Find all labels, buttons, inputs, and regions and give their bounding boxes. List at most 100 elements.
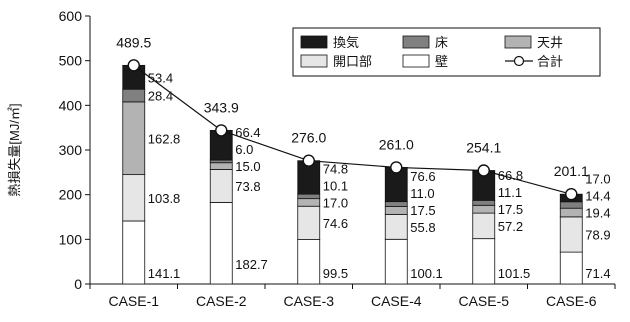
segment-value-label: 28.4 xyxy=(148,89,173,104)
total-value-label: 254.1 xyxy=(466,140,501,156)
bar-segment-3 xyxy=(384,206,408,215)
total-marker xyxy=(390,161,403,174)
x-tick-label: CASE-3 xyxy=(283,293,334,309)
segment-value-label: 6.0 xyxy=(235,142,253,157)
x-tick-label: CASE-6 xyxy=(546,293,597,309)
segment-value-label: 11.0 xyxy=(410,186,434,201)
x-tick-label: CASE-1 xyxy=(108,293,159,309)
total-value-label: 343.9 xyxy=(204,99,239,115)
bar-segment-1 xyxy=(209,201,233,285)
total-value-label: 261.0 xyxy=(379,136,414,152)
x-tick-label: CASE-4 xyxy=(371,293,422,309)
total-marker xyxy=(477,164,490,177)
bar-segment-1 xyxy=(472,238,496,285)
bar-segment-3 xyxy=(472,204,496,214)
segment-value-label: 19.4 xyxy=(585,206,610,221)
legend-marker-swatch xyxy=(513,55,525,67)
legend-label: 床 xyxy=(435,35,448,50)
total-line-layer xyxy=(127,59,578,201)
legend-swatch xyxy=(300,54,328,68)
bar-segment-4 xyxy=(472,199,496,206)
y-tick-label: 100 xyxy=(59,231,83,247)
bar-segment-2 xyxy=(209,169,233,203)
x-tick-label: CASE-5 xyxy=(458,293,509,309)
bar-segment-4 xyxy=(209,159,233,164)
segment-value-label: 99.5 xyxy=(323,266,348,281)
total-marker xyxy=(302,154,315,167)
segment-value-label: 162.8 xyxy=(148,131,181,146)
segment-value-label: 78.9 xyxy=(585,227,610,242)
bar-segment-3 xyxy=(122,101,146,176)
segment-value-label: 66.4 xyxy=(235,125,260,140)
segment-value-label: 17.5 xyxy=(410,203,435,218)
total-value-label: 276.0 xyxy=(291,130,326,146)
legend-swatch xyxy=(402,35,430,49)
segment-value-label: 76.6 xyxy=(410,169,435,184)
bar-segment-1 xyxy=(297,239,321,285)
bar-segment-2 xyxy=(384,213,408,240)
bar-segment-2 xyxy=(559,216,583,253)
bar-segment-4 xyxy=(297,193,321,200)
segment-value-label: 57.2 xyxy=(498,219,523,234)
segment-value-label: 14.4 xyxy=(585,189,610,204)
bar-segment-3 xyxy=(559,207,583,218)
total-value-label: 201.1 xyxy=(554,163,589,179)
segment-value-label: 10.1 xyxy=(323,178,348,193)
legend-label: 開口部 xyxy=(333,54,372,69)
bar-segment-4 xyxy=(122,88,146,103)
legend-swatch xyxy=(504,35,532,49)
segment-value-label: 53.4 xyxy=(148,70,173,85)
total-line xyxy=(133,64,572,195)
segment-value-label: 73.8 xyxy=(235,179,260,194)
bar-segment-2 xyxy=(297,205,321,240)
y-tick-label: 300 xyxy=(59,142,83,158)
total-marker xyxy=(215,124,228,137)
bar-segment-1 xyxy=(122,220,146,285)
segment-value-label: 100.1 xyxy=(410,266,443,281)
y-tick-label: 600 xyxy=(59,8,83,24)
bar-segment-4 xyxy=(384,201,408,207)
bar-segment-3 xyxy=(209,162,233,170)
x-tick-label: CASE-2 xyxy=(196,293,247,309)
segment-value-label: 101.5 xyxy=(498,266,531,281)
segment-value-label: 74.6 xyxy=(323,216,348,231)
y-axis-label: 熱損失量[MJ/㎡] xyxy=(7,103,22,196)
segment-value-label: 11.1 xyxy=(498,185,522,200)
y-tick-label: 400 xyxy=(59,97,83,113)
segment-value-label: 17.0 xyxy=(585,172,610,187)
bar-segment-4 xyxy=(559,201,583,209)
bar-segment-3 xyxy=(297,198,321,207)
bar-segment-2 xyxy=(472,212,496,240)
bars xyxy=(122,64,583,285)
y-tick-label: 200 xyxy=(59,187,83,203)
legend-label: 合計 xyxy=(537,54,563,69)
legend-box xyxy=(292,27,601,77)
total-value-label: 489.5 xyxy=(116,34,151,50)
legend-label: 天井 xyxy=(537,35,563,50)
y-tick-label: 0 xyxy=(74,276,82,292)
legend-label: 換気 xyxy=(333,35,359,50)
legend-swatch xyxy=(300,35,328,49)
segment-value-label: 66.8 xyxy=(498,168,523,183)
total-marker xyxy=(565,187,578,201)
segment-value-label: 55.8 xyxy=(410,220,435,235)
segment-value-label: 17.5 xyxy=(498,202,523,217)
data-labels: 141.1 103.8 162.8 28.4 53.4 182.7 73.8 15.0 6.0 6… xyxy=(116,34,610,281)
legend-label: 壁 xyxy=(435,54,448,69)
bar-segment-1 xyxy=(384,238,408,285)
segment-value-label: 103.8 xyxy=(148,191,181,206)
segment-value-label: 74.8 xyxy=(323,161,348,176)
segment-value-label: 15.0 xyxy=(235,159,260,174)
segment-value-label: 71.4 xyxy=(585,266,610,281)
legend-swatch xyxy=(402,54,430,68)
segment-value-label: 17.0 xyxy=(323,195,348,210)
axes: 0 100 200 300 400 500 600 CASE-1 CASE-2 CASE-3 CAS… xyxy=(59,8,616,309)
segment-value-label: 182.7 xyxy=(235,257,268,272)
bar-segment-1 xyxy=(559,251,583,285)
total-marker xyxy=(127,59,140,72)
y-tick-label: 500 xyxy=(59,53,83,69)
segment-value-label: 141.1 xyxy=(148,266,181,281)
